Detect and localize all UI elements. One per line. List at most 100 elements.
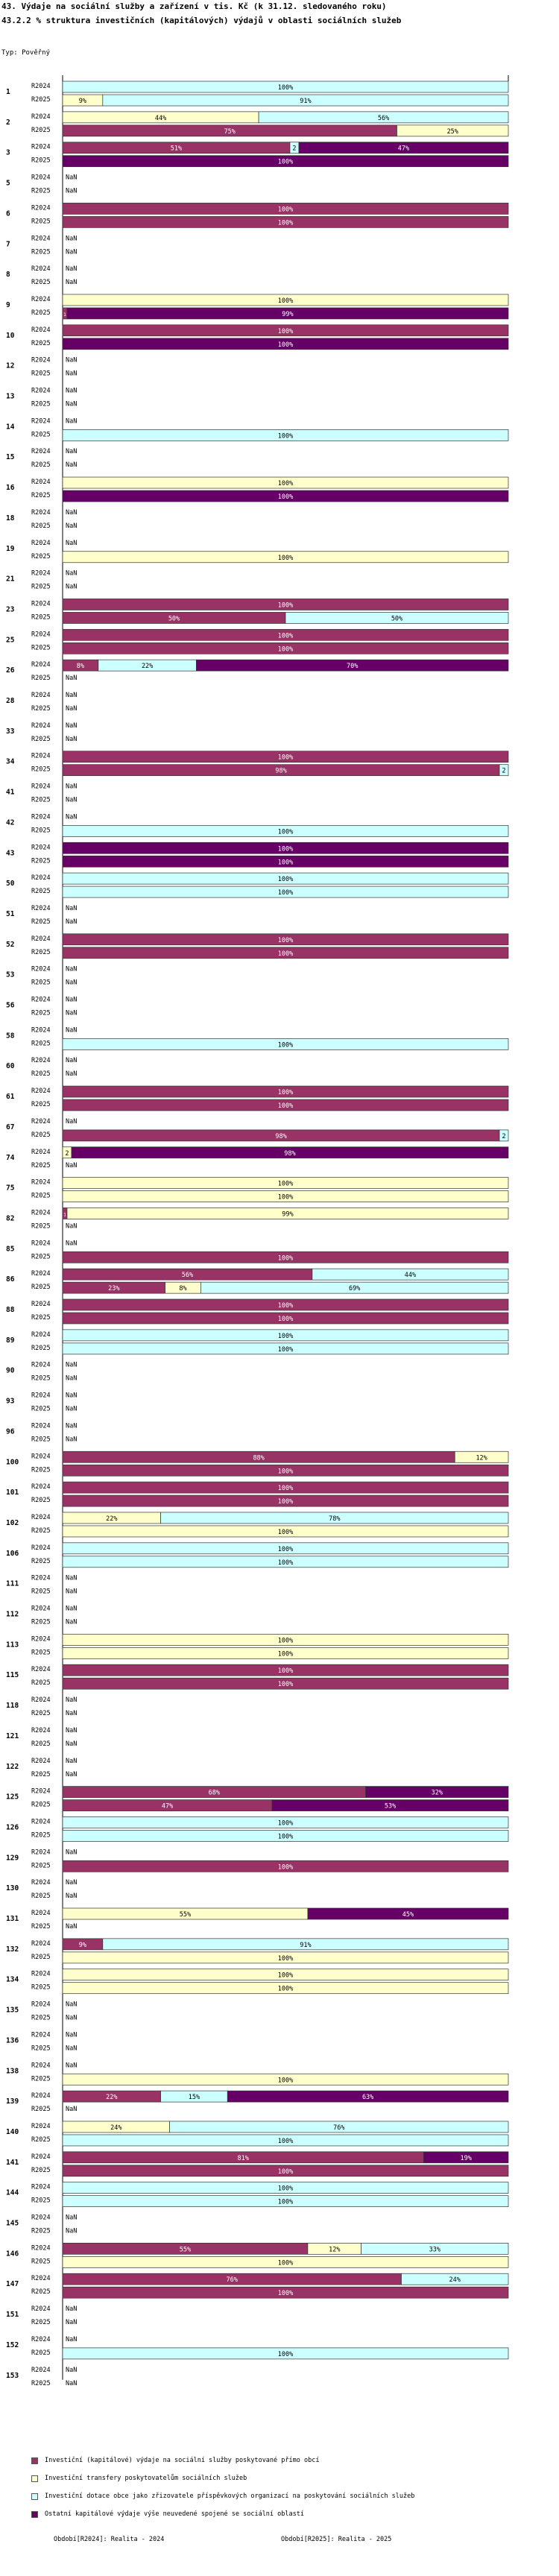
legend-label: Ostatní kapitálové výdaje výše neuvedené… — [45, 2510, 304, 2518]
bar-segment — [62, 1647, 509, 1659]
data-label: 75% — [224, 128, 236, 136]
group-label: 140 — [6, 2128, 19, 2136]
group-label: 50 — [6, 880, 15, 888]
data-label: 45% — [402, 1911, 414, 1919]
bar-segment — [62, 2165, 509, 2177]
data-label: 99% — [282, 1210, 293, 1218]
year-label: R2024 — [31, 1818, 51, 1825]
year-label: R2024 — [31, 1879, 51, 1887]
legend-swatch-s1 — [31, 2457, 38, 2464]
data-label: 100% — [278, 1181, 293, 1188]
bar-segment — [66, 1208, 509, 1219]
group-label: 74 — [6, 1154, 15, 1162]
na-label: NaN — [66, 1849, 77, 1856]
year-label: R2025 — [31, 1954, 51, 1961]
data-label: 2 — [292, 145, 296, 153]
year-label: R2024 — [31, 1727, 51, 1734]
bar-segment — [62, 338, 509, 350]
data-label: 9% — [79, 98, 86, 105]
na-label: NaN — [66, 2062, 77, 2069]
group-label: 139 — [6, 2097, 19, 2106]
bar-segment — [62, 1542, 509, 1555]
group-label: 42 — [6, 818, 14, 827]
group-label: 112 — [6, 1611, 19, 1619]
data-label: 100% — [278, 1346, 293, 1354]
bar-segment — [62, 155, 509, 168]
type-label: Typ: Pověřný — [1, 49, 51, 57]
year-label: R2024 — [31, 2244, 51, 2252]
data-label: 100% — [278, 1529, 293, 1536]
year-label: R2025 — [31, 401, 51, 408]
bar-segment — [62, 1664, 509, 1676]
group-label: 5 — [6, 180, 10, 188]
year-label: R2024 — [31, 2336, 51, 2343]
data-label: 100% — [278, 2138, 293, 2145]
data-label: 56% — [182, 1272, 193, 1279]
year-label: R2025 — [31, 2258, 51, 2265]
year-label: R2025 — [31, 613, 51, 621]
na-label: NaN — [66, 797, 77, 804]
bar-segment — [62, 1251, 509, 1263]
bar-segment — [62, 294, 509, 306]
data-label: 2 — [502, 1133, 505, 1140]
year-label: R2024 — [31, 83, 51, 90]
year-label: R2025 — [31, 2045, 51, 2052]
data-label: 1 — [63, 1212, 66, 1217]
data-label: 100% — [278, 2351, 293, 2358]
na-label: NaN — [66, 448, 77, 455]
year-label: R2025 — [31, 1558, 51, 1565]
year-label: R2024 — [31, 722, 51, 730]
data-label: 100% — [278, 493, 293, 501]
year-label: R2024 — [31, 204, 51, 212]
bar-segment — [499, 764, 509, 777]
data-label: 100% — [278, 1485, 293, 1492]
year-label: R2025 — [31, 279, 51, 286]
group-label: 93 — [6, 1398, 15, 1406]
year-label: R2024 — [31, 1422, 51, 1430]
data-label: 98% — [275, 1133, 286, 1140]
na-label: NaN — [66, 2305, 77, 2313]
na-label: NaN — [66, 918, 77, 926]
year-label: R2025 — [31, 1831, 51, 1839]
group-label: 82 — [6, 1214, 14, 1222]
year-label: R2025 — [31, 1892, 51, 1900]
data-label: 12% — [329, 2246, 340, 2253]
data-label: 100% — [278, 602, 293, 609]
year-label: R2024 — [31, 326, 51, 334]
bar-segment — [365, 1786, 509, 1798]
group-label: 101 — [6, 1489, 19, 1497]
year-label: R2024 — [31, 2214, 51, 2222]
data-label: 100% — [278, 1637, 293, 1644]
group-label: 102 — [6, 1519, 19, 1527]
year-label: R2024 — [31, 2001, 51, 2009]
na-label: NaN — [66, 570, 77, 578]
na-label: NaN — [66, 1070, 77, 1078]
data-label: 8% — [77, 663, 84, 670]
year-label: R2025 — [31, 127, 51, 134]
data-label: 100% — [278, 206, 293, 213]
data-label: 100% — [278, 1102, 293, 1110]
legend-label: Investiční transfery poskytovatelům soci… — [45, 2475, 247, 2482]
year-label: R2025 — [31, 96, 51, 104]
na-label: NaN — [66, 1026, 77, 1034]
na-label: NaN — [66, 1057, 77, 1064]
year-label: R2025 — [31, 1314, 51, 1322]
data-label: 44% — [155, 115, 166, 122]
data-label: 100% — [278, 1681, 293, 1688]
year-label: R2024 — [31, 844, 51, 851]
year-label: R2025 — [31, 1862, 51, 1869]
year-label: R2024 — [31, 1240, 51, 1247]
na-label: NaN — [66, 1740, 77, 1748]
data-label: 53% — [385, 1803, 396, 1811]
bar-segment — [62, 1816, 509, 1828]
data-label: 32% — [432, 1790, 443, 1797]
year-label: R2024 — [31, 357, 51, 364]
bar-segment — [499, 1129, 509, 1142]
legend-label: Investiční dotace obce jako zřizovatele … — [45, 2493, 415, 2500]
year-label: R2024 — [31, 935, 51, 943]
data-label: 8% — [179, 1285, 186, 1292]
na-label: NaN — [66, 523, 77, 530]
year-label: R2024 — [31, 966, 51, 973]
legend-swatch-s4 — [31, 2511, 38, 2518]
data-label: 78% — [329, 1515, 340, 1523]
